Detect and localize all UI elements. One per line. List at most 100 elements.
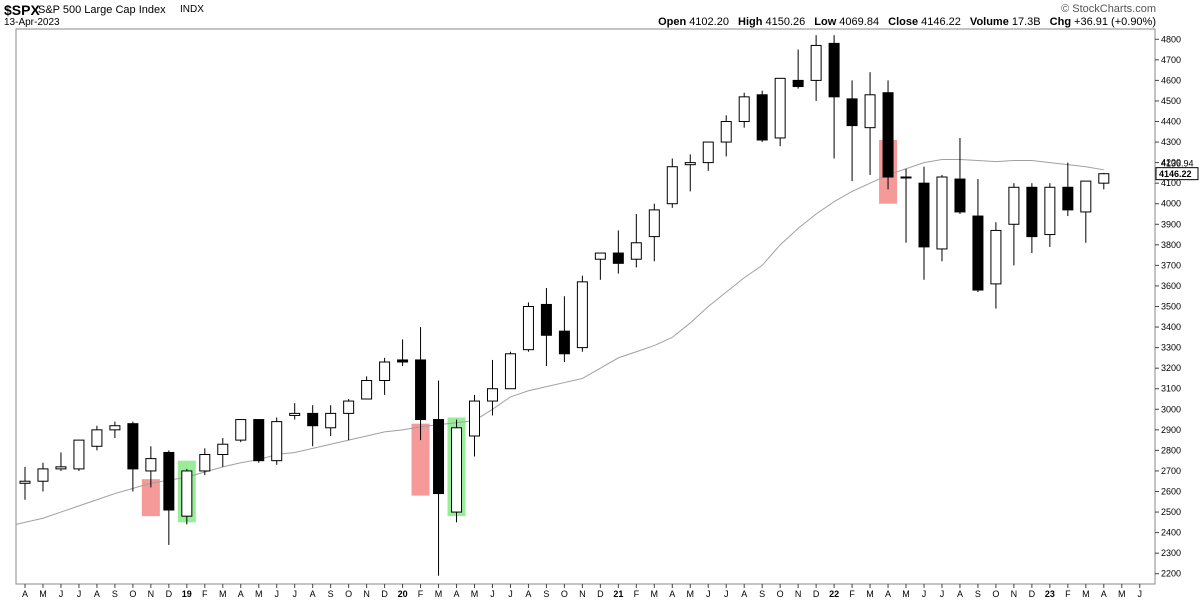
change-label: Chg [1049,16,1072,28]
y-tick-label: 4300 [1161,137,1181,147]
x-tick-label: N [148,589,155,599]
candle-up [235,419,247,441]
candle-up [684,162,696,166]
x-tick-label: F [418,589,424,599]
x-tick-label: M [902,589,910,599]
candle-up [936,176,948,250]
x-tick-label: 23 [1045,589,1055,599]
x-tick-label: A [957,589,963,599]
open-value: 4102.20 [689,16,729,28]
candle-up [469,400,480,437]
y-tick-label: 3200 [1161,363,1181,373]
candle-up [19,480,31,484]
candle-up [91,429,103,447]
x-tick-label: O [345,589,352,599]
candle-up [594,252,606,260]
y-tick-label: 4800 [1161,34,1181,44]
change-value: +36.91 (+0.90%) [1074,16,1156,28]
candle-down [1026,186,1038,238]
y-tick-label: 4500 [1161,96,1181,106]
x-tick-label: J [490,589,495,599]
x-tick-label: A [1101,589,1107,599]
candle-down [415,359,427,421]
candle-up [379,361,391,381]
x-tick-label: J [922,589,927,599]
x-tick-label: J [1138,589,1143,599]
candle-up [720,121,732,143]
candle-up [181,470,193,517]
x-tick-label: A [238,589,244,599]
x-tick-label: O [777,589,784,599]
candle-up [1080,180,1092,213]
close-value: 4146.22 [921,16,961,28]
candle-down [558,330,570,355]
index-name: S&P 500 Large Cap Index [38,4,166,16]
x-tick-label: S [328,589,334,599]
candle-up [1044,186,1056,236]
x-tick-label: M [219,589,227,599]
candle-up [738,96,750,123]
x-tick-label: J [724,589,729,599]
candle-down [1062,186,1074,211]
candle-down [540,303,552,336]
low-value: 4069.84 [839,16,880,28]
y-tick-label: 2300 [1161,548,1181,558]
x-tick-label: S [112,589,118,599]
candle-up [702,141,714,164]
y-tick-label: 2500 [1161,507,1181,517]
x-tick-label: A [454,589,460,599]
candle-up [343,400,355,414]
x-tick-label: D [381,589,388,599]
y-tick-label: 3600 [1161,281,1181,291]
exchange-label: INDX [180,4,204,15]
x-tick-label: 22 [829,589,839,599]
ticker-symbol: $SPX [4,2,40,18]
ohlc-readout: Open 4102.20 High 4150.26 Low 4069.84 Close… [652,16,1156,28]
candle-up [325,412,337,429]
x-tick-label: F [634,589,640,599]
candle-up [1008,186,1020,225]
candle-up [630,242,642,260]
x-tick-label: 20 [398,589,408,599]
candle-up [451,427,463,513]
y-tick-label: 3800 [1161,240,1181,250]
candle-up [199,454,211,472]
candle-down [253,419,265,462]
x-tick-label: M [255,589,263,599]
candle-up [361,380,373,400]
y-tick-label: 2900 [1161,425,1181,435]
x-tick-label: S [975,589,981,599]
x-tick-label: O [561,589,568,599]
candle-up [810,44,822,81]
candle-down [918,182,930,248]
x-tick-label: F [202,589,208,599]
y-tick-label: 2600 [1161,487,1181,497]
low-label: Low [814,16,837,28]
x-tick-label: D [1029,589,1036,599]
highlight-zone-red [141,479,160,517]
x-tick-label: M [687,589,695,599]
highlight-zone-red [411,423,430,496]
volume-value: 17.3B [1011,16,1041,28]
candle-down [954,178,966,213]
x-tick-label: N [1011,589,1018,599]
x-tick-label: O [992,589,999,599]
x-tick-label: A [22,589,28,599]
candle-up [666,166,678,205]
x-tick-label: F [849,589,855,599]
y-tick-label: 3700 [1161,260,1181,270]
candle-up [145,458,157,472]
x-tick-label: J [706,589,711,599]
close-label: Close [888,16,919,28]
chart-date: 13-Apr-2023 [4,17,60,28]
candle-down [828,42,840,98]
brand-watermark: © StockCharts.com [1061,3,1156,15]
x-tick-label: A [669,589,675,599]
x-tick-label: M [1118,589,1126,599]
candle-up [864,94,876,129]
y-tick-label: 2800 [1161,445,1181,455]
y-tick-label: 3000 [1161,404,1181,414]
y-tick-label: 2200 [1161,569,1181,579]
candle-up [522,306,534,351]
x-tick-label: S [759,589,765,599]
